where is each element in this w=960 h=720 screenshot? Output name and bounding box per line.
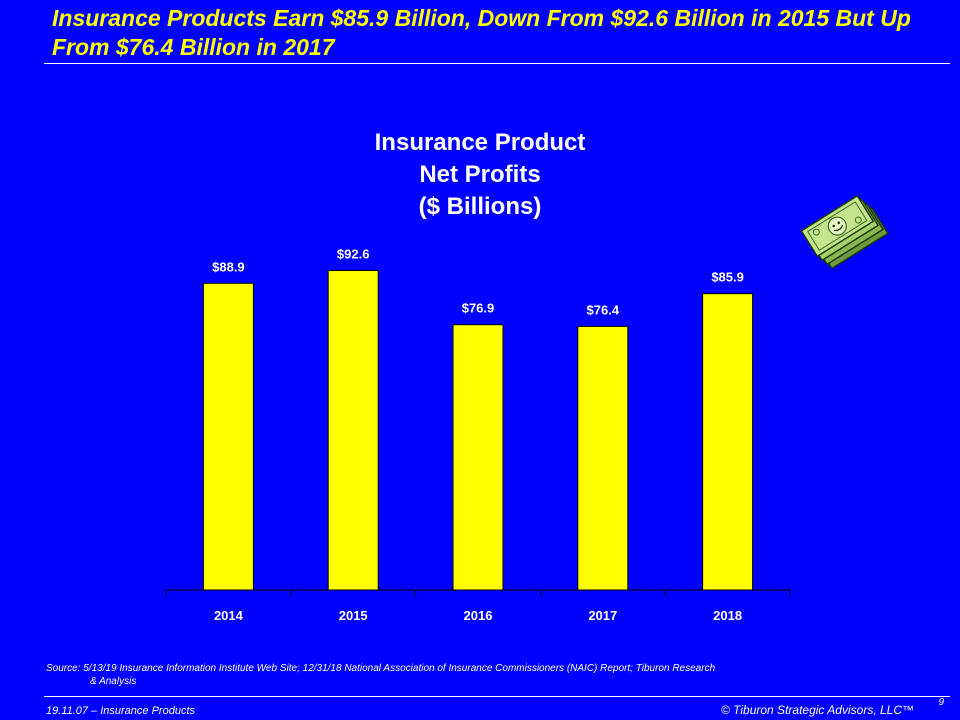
slide-title: Insurance Products Earn $85.9 Billion, D… [52, 5, 911, 60]
source-note: Source: 5/13/19 Insurance Information In… [46, 662, 906, 688]
chart-title: Insurance Product Net Profits ($ Billion… [280, 127, 680, 223]
page-number: 9 [938, 697, 944, 708]
title-divider [44, 63, 950, 64]
chart-title-line-2: Net Profits [419, 161, 541, 188]
data-label-2014: $88.9 [212, 259, 245, 274]
x-tick-label-2015: 2015 [339, 608, 368, 623]
footer-divider [44, 696, 950, 697]
x-tick-label-2016: 2016 [464, 608, 493, 623]
money-stack-icon [800, 194, 889, 270]
source-line-1: Source: 5/13/19 Insurance Information In… [46, 663, 716, 674]
bar-2017 [577, 325, 629, 591]
data-label-2017: $76.4 [587, 302, 620, 317]
bar-2018 [702, 293, 754, 591]
bar-2014 [202, 282, 254, 591]
x-tick-label-2014: 2014 [214, 608, 244, 623]
footer-copyright: © Tiburon Strategic Advisors, LLC™ [720, 703, 914, 717]
x-tick-label-2018: 2018 [713, 608, 742, 623]
data-label-2015: $92.6 [337, 247, 370, 262]
footer-left-text: 19.11.07 – Insurance Products [46, 705, 196, 717]
bar-2015 [327, 270, 379, 591]
data-label-2018: $85.9 [711, 270, 744, 285]
x-tick-label-2017: 2017 [588, 608, 617, 623]
source-line-2: & Analysis [90, 676, 137, 687]
chart-title-line-1: Insurance Product [374, 129, 586, 156]
bar-2016 [452, 324, 504, 591]
data-label-2016: $76.9 [462, 301, 495, 316]
chart-title-line-3: ($ Billions) [418, 193, 542, 220]
